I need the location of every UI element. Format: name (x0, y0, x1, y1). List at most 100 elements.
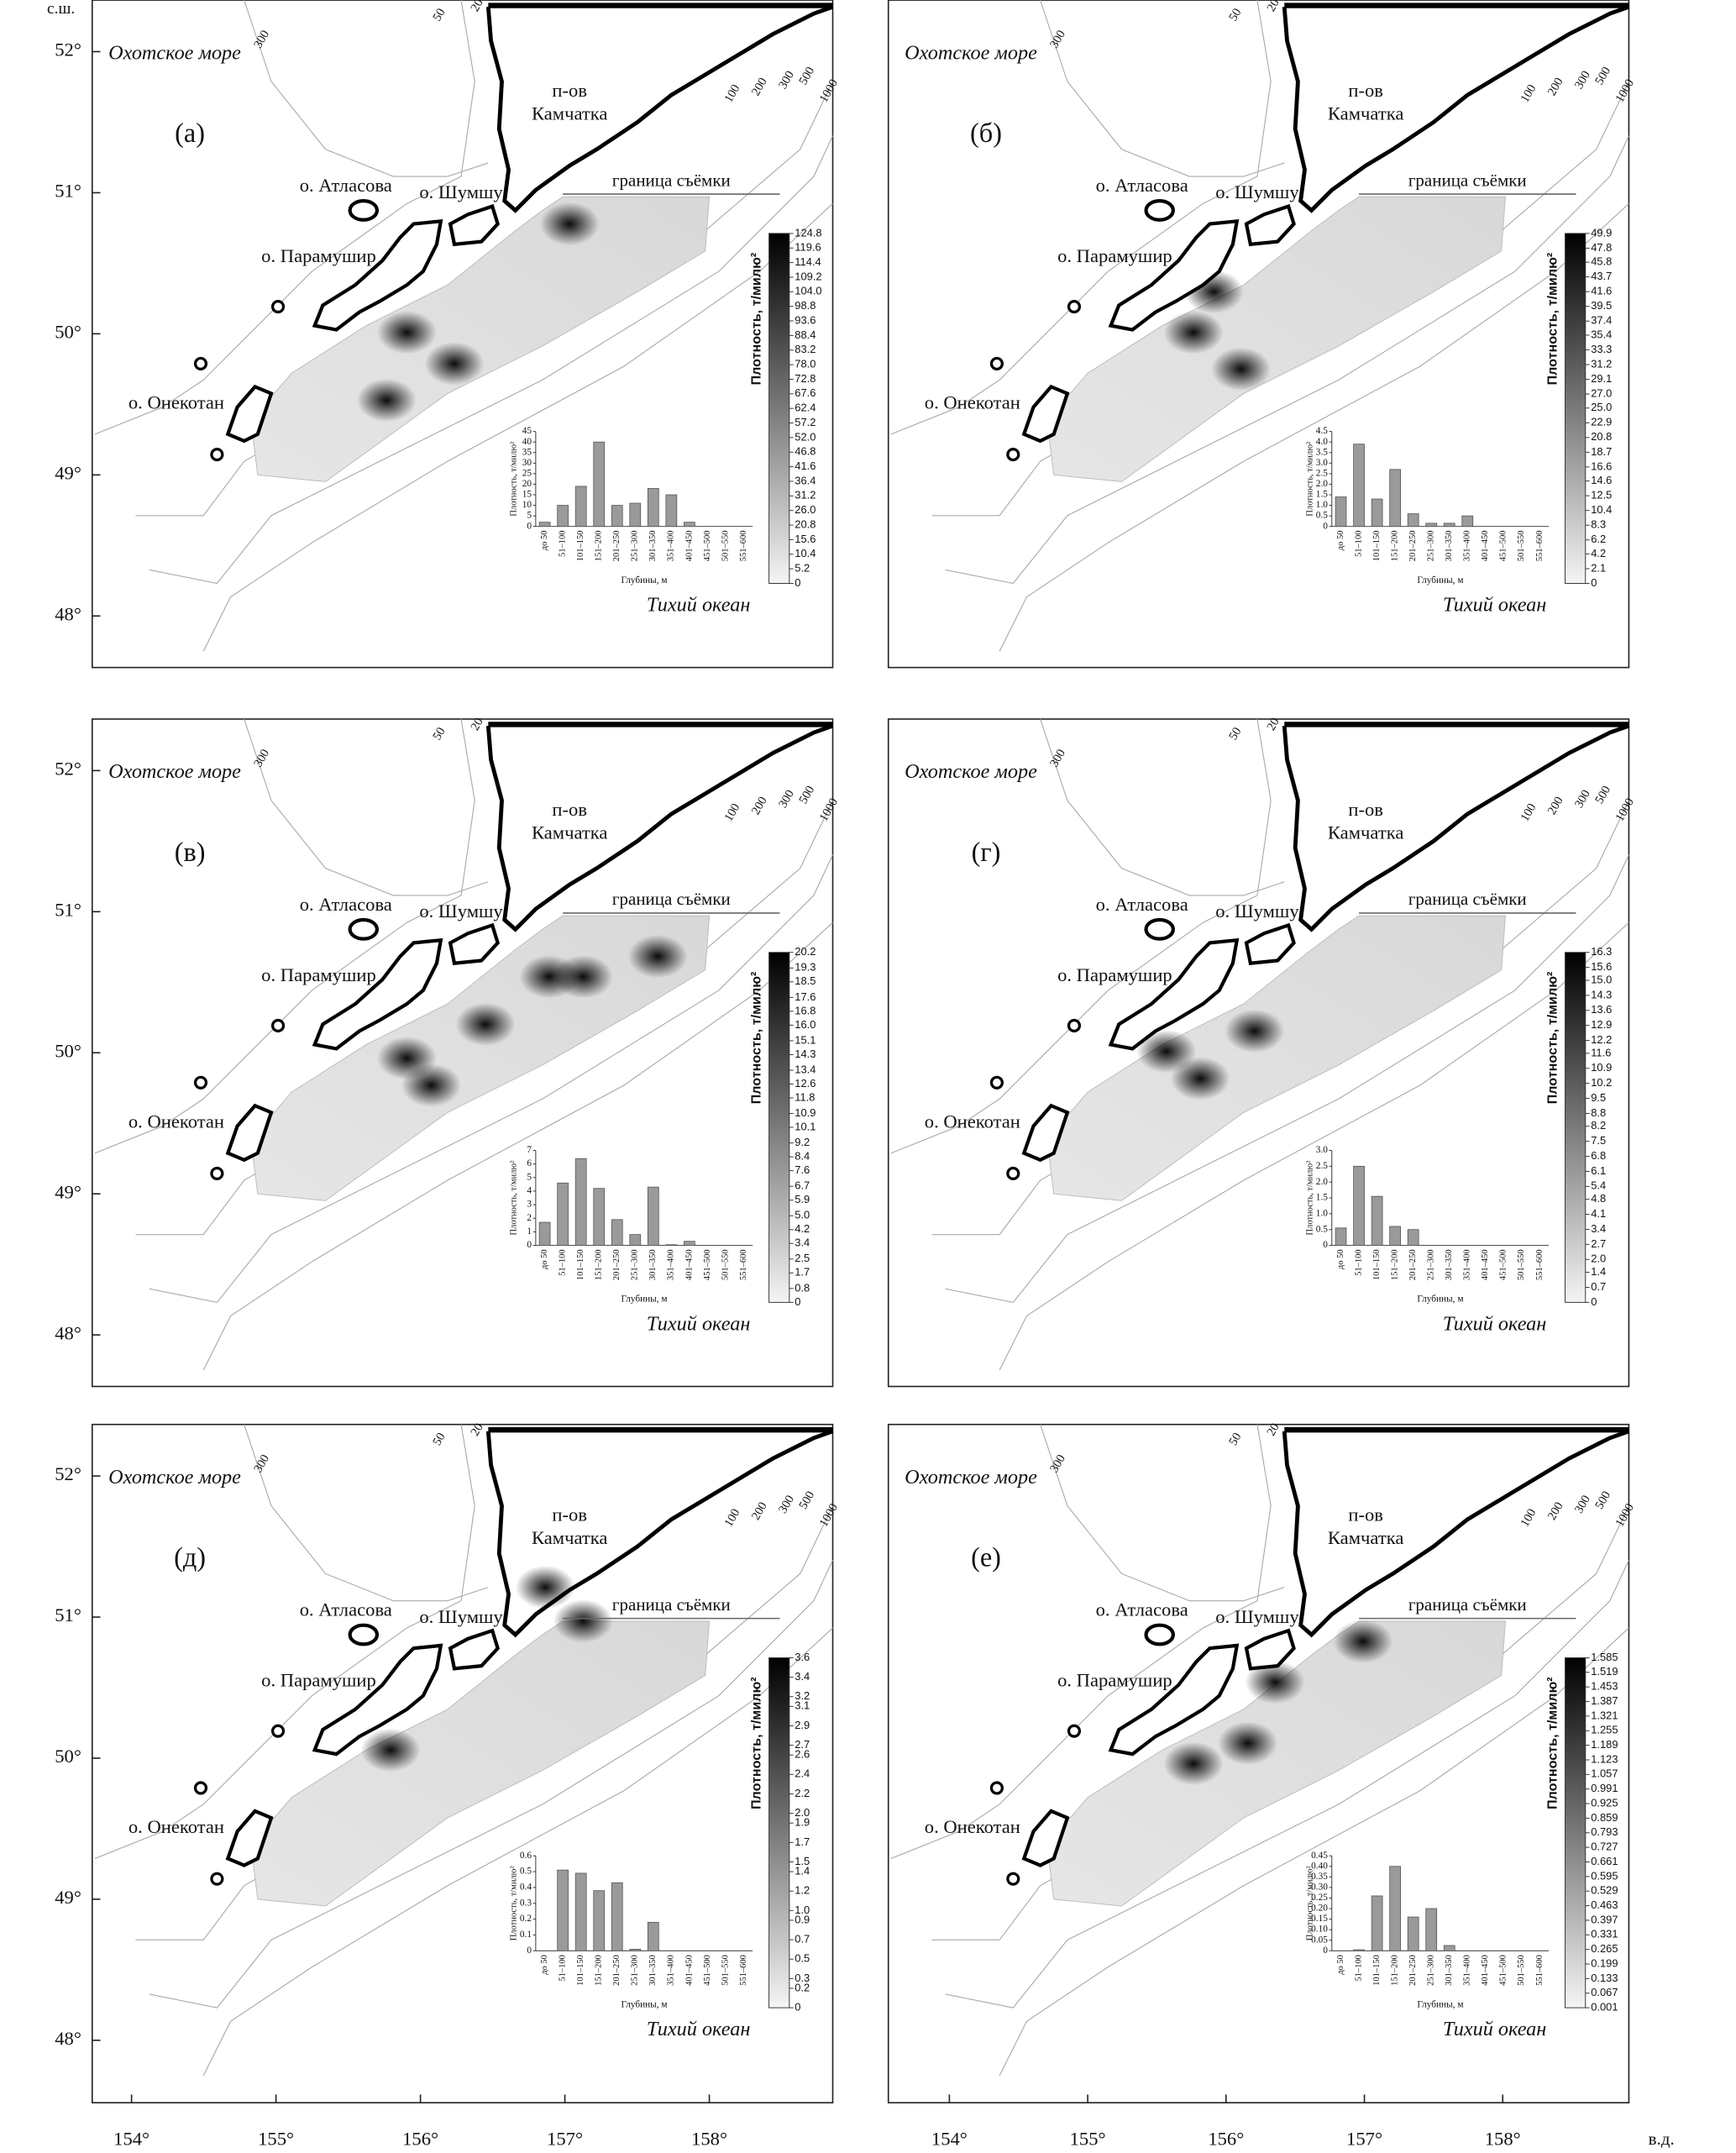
colorbar-tick-label: 11.6 (1591, 1046, 1611, 1058)
x-tick-label: 101–150 (576, 531, 585, 562)
hotspot (1333, 1620, 1393, 1663)
lon-tick-label: 157° (547, 2129, 583, 2150)
isobath (945, 854, 1629, 1303)
colorbar-tick-label: 119.6 (795, 241, 821, 254)
hotspot (1170, 1057, 1230, 1100)
isobath (202, 202, 833, 652)
island-label: о. Парамушир (1057, 964, 1172, 985)
colorbar-tick-label: 11.8 (795, 1090, 815, 1103)
island (989, 1075, 1004, 1090)
lat-tick-label: 52° (55, 1463, 81, 1484)
isobath-label: 50 (1226, 6, 1244, 24)
isobath-label: 50 (1226, 725, 1244, 743)
colorbar-tick-label: 1.4 (1591, 1265, 1606, 1278)
island (193, 356, 208, 370)
colorbar-tick-label: 2.1 (1591, 561, 1606, 574)
x-tick-label: до 50 (540, 1249, 549, 1269)
x-tick-label: 151–200 (1391, 1955, 1400, 1986)
x-tick-label: 201–250 (1408, 531, 1418, 562)
island (448, 1628, 501, 1671)
colorbar-tick-label: 93.6 (795, 313, 816, 326)
island (193, 1781, 208, 1795)
island (348, 199, 380, 222)
colorbar-tick-label: 4.2 (795, 1222, 810, 1235)
isobath (1040, 718, 1285, 896)
colorbar-tick-label: 20.8 (795, 517, 816, 530)
colorbar-tick-label: 0.067 (1591, 1986, 1618, 1998)
peninsula-label: Камчатка (532, 822, 607, 843)
y-tick-label: 0.15 (1311, 1914, 1328, 1924)
lon-tick-label: 155° (258, 2129, 294, 2150)
bar (574, 1872, 587, 1951)
colorbar-tick-label: 31.2 (795, 489, 816, 501)
colorbar-tick-label: 78.0 (795, 358, 816, 370)
sea-label: Охотское море (108, 760, 241, 783)
y-tick-label: 0.1 (520, 1930, 532, 1940)
x-tick-label: 151–200 (595, 1955, 604, 1986)
bar (1443, 1945, 1455, 1951)
colorbar-tick-label: 0 (795, 2000, 800, 2013)
colorbar-tick-label: 3.1 (795, 1699, 810, 1712)
island-label: о. Шумшу (419, 1606, 503, 1627)
x-tick-label: 301–350 (648, 1249, 658, 1280)
y-axis-title: Плотность, т/милю² (509, 442, 518, 517)
hotspot (1218, 1721, 1278, 1766)
bar (1371, 1195, 1383, 1246)
x-tick-label: 551–600 (739, 531, 748, 562)
island-label: о. Шумшу (419, 181, 503, 202)
colorbar-tick-label: 19.3 (795, 961, 816, 974)
x-tick-label: 351–400 (1463, 531, 1472, 562)
colorbar-tick-label: 8.3 (1591, 518, 1606, 531)
bar (1461, 515, 1474, 528)
hotspot (1245, 1660, 1305, 1704)
colorbar-tick-label: 1.5 (795, 1855, 810, 1867)
colorbar-title: Плотность, т/милю² (1545, 1677, 1560, 1809)
colorbar-tick-label: 0.991 (1591, 1782, 1618, 1794)
colorbar-tick-label: 3.4 (795, 1237, 810, 1249)
x-tick-label: 401–450 (684, 1249, 694, 1280)
y-tick-label: 6 (527, 1158, 532, 1168)
colorbar-tick-label: 67.6 (795, 386, 816, 399)
y-tick-label: 0.5 (1316, 511, 1328, 521)
bar (647, 1186, 659, 1246)
bar (629, 502, 642, 528)
y-tick-label: 0.45 (1311, 1851, 1328, 1861)
y-tick-label: 7 (527, 1145, 532, 1155)
colorbar-tick-label: 10.4 (1591, 503, 1612, 516)
colorbar-tick-label: 0.7 (1591, 1280, 1606, 1293)
isobath (1040, 0, 1285, 177)
colorbar-tick-label: 0.2 (795, 1981, 810, 1993)
colorbar-tick-label: 31.2 (1591, 357, 1612, 370)
x-tick-label: 101–150 (1372, 531, 1382, 562)
y-tick-label: 2.5 (1316, 1161, 1328, 1171)
y-tick-label: 35 (522, 447, 532, 457)
bar (611, 1882, 623, 1951)
colorbar-tick-label: 36.4 (795, 474, 816, 486)
ocean-label: Тихий океан (1443, 1312, 1546, 1335)
colorbar-tick-label: 1.7 (795, 1266, 810, 1279)
x-tick-label: 101–150 (1372, 1249, 1382, 1280)
isobath-label: 50 (1226, 1431, 1244, 1448)
peninsula-label: Камчатка (532, 1527, 607, 1548)
bar (647, 1921, 659, 1951)
survey-boundary-label: граница съёмки (612, 170, 731, 190)
y-axis-title: Плотность, т/милю² (509, 1161, 518, 1236)
bar (574, 486, 587, 528)
x-axis-title: Глубины, м (1417, 575, 1463, 586)
colorbar-tick-label: 41.6 (795, 459, 816, 472)
x-tick-label: 351–400 (1463, 1955, 1472, 1986)
colorbar-tick-label: 12.6 (795, 1077, 816, 1090)
hotspot (401, 1063, 462, 1107)
lon-tick-label: 158° (1485, 2129, 1521, 2150)
isobath (149, 1559, 834, 2009)
x-tick-label: 51–100 (1354, 1249, 1363, 1275)
x-tick-label: 351–400 (1463, 1249, 1472, 1280)
y-tick-label: 3 (527, 1200, 532, 1210)
y-tick-label: 0 (527, 1240, 532, 1250)
coastline (485, 4, 834, 213)
colorbar-tick-label: 1.9 (795, 1816, 810, 1829)
colorbar-tick-label: 0.199 (1591, 1956, 1618, 1969)
island (1108, 937, 1240, 1051)
colorbar-tick-label: 27.0 (1591, 386, 1612, 399)
